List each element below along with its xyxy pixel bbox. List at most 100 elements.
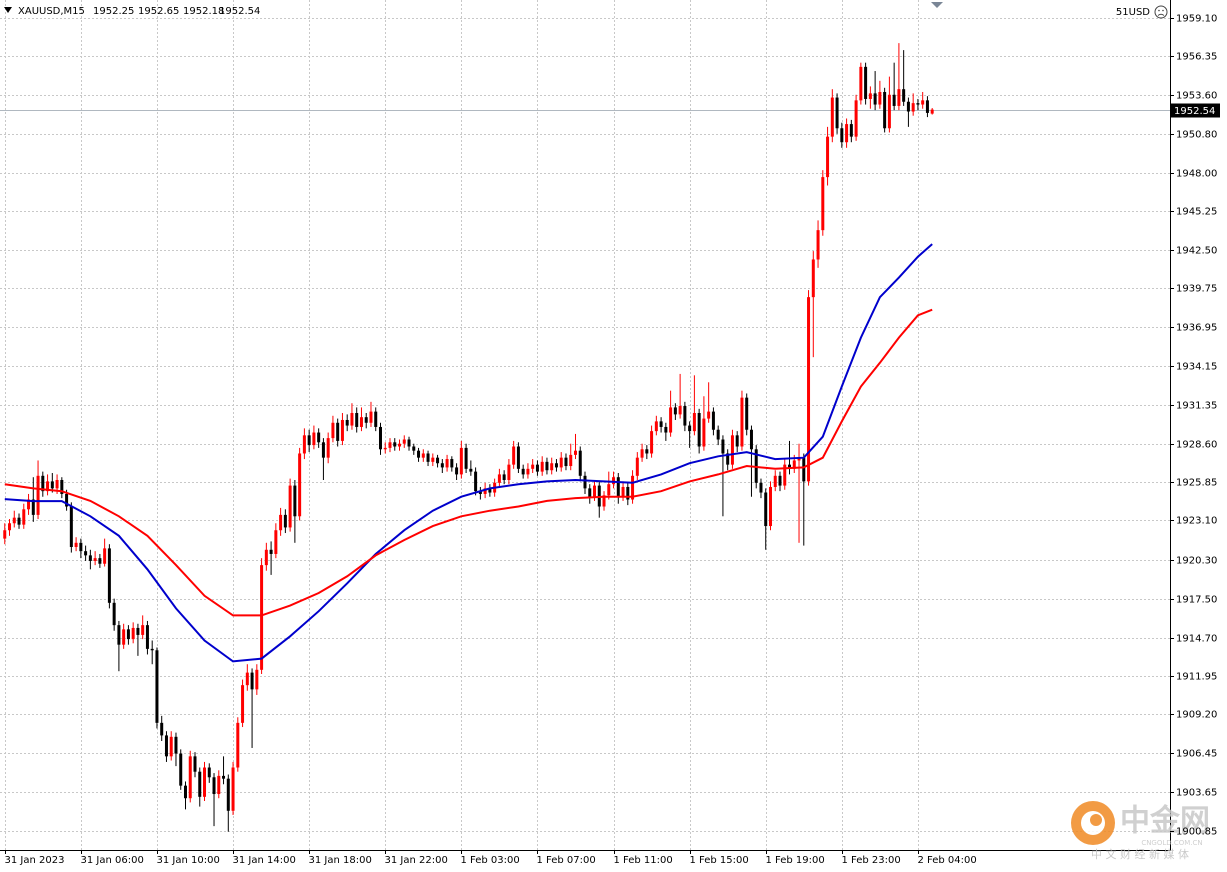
candle-body xyxy=(374,411,378,427)
candle-body xyxy=(336,422,340,441)
watermark: 中金网 CNGOLD.COM.CN 中 文 财 经 新 媒 体 xyxy=(1071,801,1210,861)
account-icon[interactable] xyxy=(1154,5,1168,19)
candle-body xyxy=(431,457,435,462)
candle-body xyxy=(150,648,154,651)
price-label: 1952.54 xyxy=(1174,106,1215,117)
candle-body xyxy=(692,412,696,432)
candle-body xyxy=(279,514,283,531)
candle-body xyxy=(231,767,235,811)
y-tick-label: 1914.70 xyxy=(1176,634,1217,645)
candle-body xyxy=(60,479,64,494)
candle-body xyxy=(764,492,768,527)
candle-body xyxy=(183,785,187,799)
candle-body xyxy=(36,475,40,515)
x-tick-label: 2 Feb 04:00 xyxy=(918,855,977,866)
candle-body xyxy=(807,297,811,482)
candle-body xyxy=(650,431,654,454)
candle-body xyxy=(464,447,468,469)
candle-body xyxy=(507,464,511,480)
candle-body xyxy=(469,468,473,472)
candle-body xyxy=(383,447,387,450)
candle-body xyxy=(22,509,26,525)
x-tick-label: 1 Feb 19:00 xyxy=(766,855,825,866)
x-tick-label: 1 Feb 15:00 xyxy=(690,855,749,866)
candle-body xyxy=(849,124,853,137)
candle-body xyxy=(207,767,211,778)
candle-body xyxy=(554,463,558,468)
candle-body xyxy=(845,124,849,143)
y-tick-label: 1923.10 xyxy=(1176,516,1217,527)
y-tick-label: 1911.95 xyxy=(1176,672,1217,683)
site: CNGOLD.COM.CN xyxy=(1141,839,1202,847)
candle-body xyxy=(164,735,168,757)
x-tick-label: 31 Jan 14:00 xyxy=(233,855,296,866)
y-tick-label: 1900.85 xyxy=(1176,827,1217,838)
candle-body xyxy=(255,669,259,690)
menu-arrow[interactable] xyxy=(4,7,12,13)
candle-body xyxy=(122,629,126,645)
candle-body xyxy=(198,771,202,797)
candle-body xyxy=(797,457,801,461)
candle-body xyxy=(46,481,50,492)
x-tick-label: 1 Feb 03:00 xyxy=(461,855,520,866)
candle-body xyxy=(716,429,720,440)
candle-body xyxy=(864,66,868,99)
candle-body xyxy=(616,477,620,497)
y-tick-label: 1931.35 xyxy=(1176,401,1217,412)
candle-body xyxy=(293,485,297,517)
moving-average-line xyxy=(4,243,933,663)
candle-body xyxy=(916,103,920,105)
candle-body xyxy=(483,488,487,494)
candle-body xyxy=(550,463,554,471)
candle-body xyxy=(659,421,663,427)
y-tick-label: 1920.30 xyxy=(1176,556,1217,567)
x-tick-label: 31 Jan 18:00 xyxy=(309,855,372,866)
plot xyxy=(3,43,934,832)
candle-body xyxy=(55,479,59,489)
candle-body xyxy=(621,486,625,497)
candle-body xyxy=(645,449,649,454)
x-tick-label: 31 Jan 06:00 xyxy=(81,855,144,866)
candle-body xyxy=(778,475,782,486)
candle-body xyxy=(878,91,882,105)
candle-body xyxy=(612,477,616,485)
candle-body xyxy=(84,551,88,556)
candle-body xyxy=(602,495,606,507)
candle-body xyxy=(393,442,397,447)
candle-body xyxy=(816,230,820,260)
candle-body xyxy=(388,442,392,448)
candle-body xyxy=(697,412,701,447)
candle-body xyxy=(350,412,354,426)
candle-body xyxy=(906,101,910,112)
candle-body xyxy=(421,453,425,458)
candle-body xyxy=(126,629,130,640)
candle-body xyxy=(531,464,535,469)
moving-average-line xyxy=(4,308,933,617)
header-open: 1952.25 xyxy=(93,6,134,17)
candle-body xyxy=(883,91,887,129)
candle-body xyxy=(288,485,292,528)
candle-body xyxy=(27,499,31,510)
candle-body xyxy=(226,778,230,811)
candle-body xyxy=(512,446,516,465)
candle-body xyxy=(369,411,373,423)
candle-body xyxy=(445,459,449,468)
candle-body xyxy=(745,397,749,430)
y-tick-label: 1959.10 xyxy=(1176,14,1217,25)
candle-body xyxy=(107,548,111,603)
candle-body xyxy=(426,453,430,462)
candle-body xyxy=(669,407,673,433)
candle-body xyxy=(535,464,539,472)
x-tick-label: 1 Feb 07:00 xyxy=(537,855,596,866)
candle-body xyxy=(583,475,587,489)
header-close: 1952.54 xyxy=(219,6,260,17)
candle-body xyxy=(593,485,597,497)
candle-body xyxy=(203,767,207,797)
candle-body xyxy=(840,128,844,143)
candle-body xyxy=(217,775,221,795)
candle-body xyxy=(398,443,402,447)
candle-body xyxy=(749,429,753,450)
y-tick-label: 1917.50 xyxy=(1176,595,1217,606)
